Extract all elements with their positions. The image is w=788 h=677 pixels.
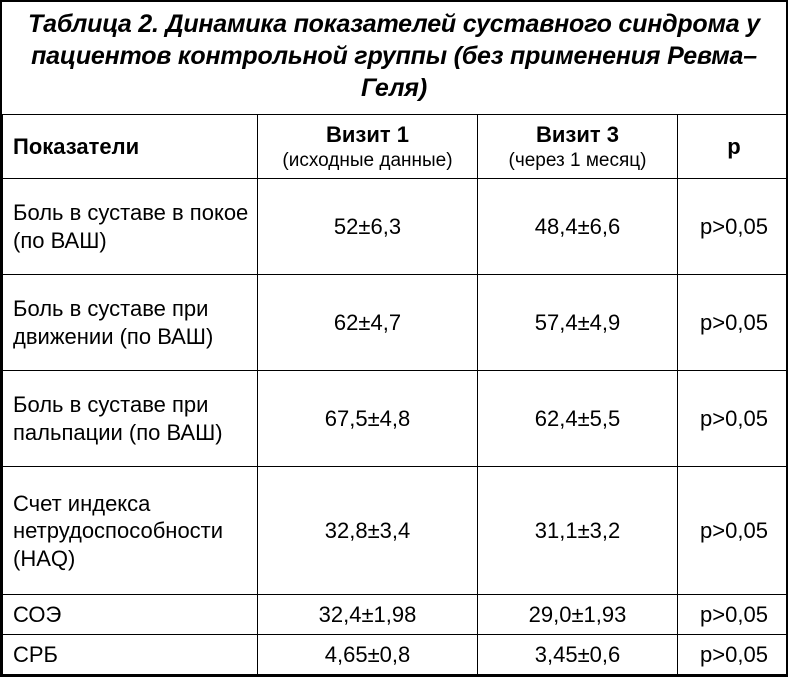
header-visit3: Визит 3 (через 1 месяц) bbox=[478, 115, 678, 179]
table-row: Боль в суставе при пальпации (по ВАШ)67,… bbox=[3, 371, 788, 467]
table-row: СОЭ32,4±1,9829,0±1,93р>0,05 bbox=[3, 595, 788, 635]
table-row: Счет индекса нетрудоспособности (HAQ)32,… bbox=[3, 467, 788, 595]
table-container: Таблица 2. Динамика показателей суставно… bbox=[0, 0, 788, 677]
header-visit1-top: Визит 1 bbox=[326, 122, 409, 147]
data-table: Показатели Визит 1 (исходные данные) Виз… bbox=[2, 114, 788, 675]
header-visit1: Визит 1 (исходные данные) bbox=[258, 115, 478, 179]
cell-indicator: СОЭ bbox=[3, 595, 258, 635]
cell-visit1: 32,8±3,4 bbox=[258, 467, 478, 595]
cell-indicator: Боль в суставе при движении (по ВАШ) bbox=[3, 275, 258, 371]
cell-p: р>0,05 bbox=[678, 595, 788, 635]
cell-indicator: СРБ bbox=[3, 635, 258, 675]
cell-visit3: 3,45±0,6 bbox=[478, 635, 678, 675]
table-row: СРБ4,65±0,83,45±0,6р>0,05 bbox=[3, 635, 788, 675]
cell-visit3: 48,4±6,6 bbox=[478, 179, 678, 275]
table-row: Боль в суставе при движении (по ВАШ)62±4… bbox=[3, 275, 788, 371]
header-p: р bbox=[678, 115, 788, 179]
cell-p: р>0,05 bbox=[678, 635, 788, 675]
cell-p: р>0,05 bbox=[678, 467, 788, 595]
cell-indicator: Боль в суставе при пальпации (по ВАШ) bbox=[3, 371, 258, 467]
header-visit1-sub: (исходные данные) bbox=[262, 149, 473, 173]
table-row: Боль в суставе в покое (по ВАШ)52±6,348,… bbox=[3, 179, 788, 275]
cell-p: р>0,05 bbox=[678, 179, 788, 275]
cell-visit1: 32,4±1,98 bbox=[258, 595, 478, 635]
cell-visit1: 62±4,7 bbox=[258, 275, 478, 371]
header-indicator: Показатели bbox=[3, 115, 258, 179]
table-header: Показатели Визит 1 (исходные данные) Виз… bbox=[3, 115, 788, 179]
cell-visit3: 57,4±4,9 bbox=[478, 275, 678, 371]
cell-visit1: 52±6,3 bbox=[258, 179, 478, 275]
cell-visit1: 67,5±4,8 bbox=[258, 371, 478, 467]
cell-indicator: Боль в суставе в покое (по ВАШ) bbox=[3, 179, 258, 275]
cell-visit3: 62,4±5,5 bbox=[478, 371, 678, 467]
cell-visit3: 31,1±3,2 bbox=[478, 467, 678, 595]
cell-visit3: 29,0±1,93 bbox=[478, 595, 678, 635]
cell-p: р>0,05 bbox=[678, 371, 788, 467]
header-visit3-top: Визит 3 bbox=[536, 122, 619, 147]
header-visit3-sub: (через 1 месяц) bbox=[482, 149, 673, 173]
cell-p: р>0,05 bbox=[678, 275, 788, 371]
cell-visit1: 4,65±0,8 bbox=[258, 635, 478, 675]
cell-indicator: Счет индекса нетрудоспособности (HAQ) bbox=[3, 467, 258, 595]
table-caption: Таблица 2. Динамика показателей суставно… bbox=[2, 2, 786, 114]
table-body: Боль в суставе в покое (по ВАШ)52±6,348,… bbox=[3, 179, 788, 675]
